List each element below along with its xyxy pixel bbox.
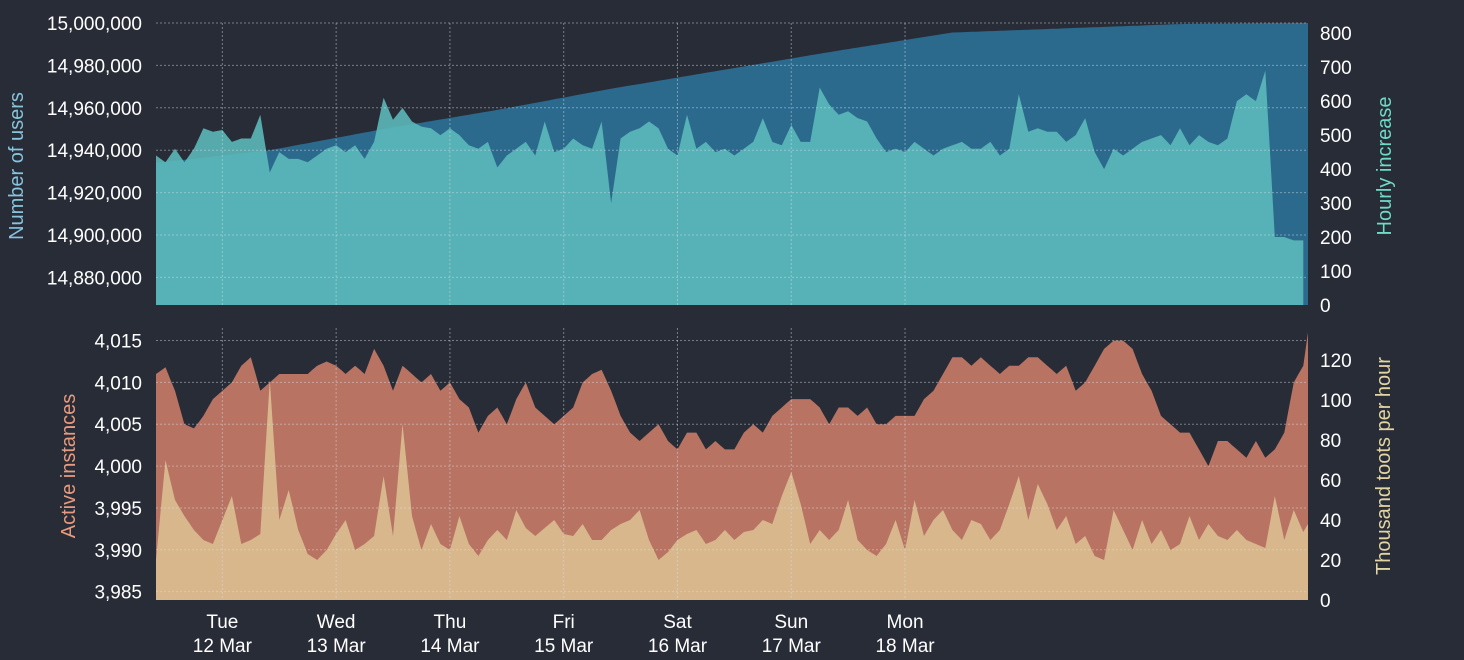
instances-tick-label: 4,005: [94, 415, 142, 436]
x-tick-date: 18 Mar: [875, 636, 935, 657]
toots-tick-label: 0: [1320, 591, 1331, 612]
x-tick-day: Fri: [553, 612, 575, 633]
bottom-panel: 3,985 3,990 3,995 4,000 4,005 4,010 4,015 0 20 4…: [58, 328, 1395, 612]
x-tick-date: 16 Mar: [648, 636, 708, 657]
date-axis-ticks: Tue 12 Mar Wed 13 Mar Thu 14 Mar Fri 15 Mar Sat 1…: [193, 612, 935, 657]
hourly-tick-label: 700: [1320, 58, 1352, 79]
x-tick-day: Sun: [774, 612, 808, 633]
instances-tick-label: 3,990: [94, 541, 142, 562]
toots-tick-label: 20: [1320, 551, 1341, 572]
users-tick-label: 14,900,000: [47, 226, 142, 247]
top-gridlines: [156, 22, 1308, 305]
users-axis-ticks: 14,880,000 14,900,000 14,920,000 14,940,000…: [47, 14, 142, 289]
instances-tick-label: 4,000: [94, 457, 142, 478]
instances-axis-ticks: 3,985 3,990 3,995 4,000 4,005 4,010 4,015: [94, 332, 142, 604]
toots-tick-label: 100: [1320, 391, 1352, 412]
instances-tick-label: 3,985: [94, 583, 142, 604]
x-tick-date: 17 Mar: [762, 636, 822, 657]
hourly-tick-label: 600: [1320, 92, 1352, 113]
users-tick-label: 14,880,000: [47, 268, 142, 289]
toots-tick-label: 40: [1320, 511, 1341, 532]
toots-axis-ticks: 0 20 40 60 80 100 120: [1320, 351, 1352, 612]
instances-tick-label: 3,995: [94, 499, 142, 520]
instances-axis-title: Active instances: [58, 394, 80, 539]
hourly-tick-label: 400: [1320, 160, 1352, 181]
toots-tick-label: 80: [1320, 431, 1341, 452]
x-tick-date: 13 Mar: [307, 636, 367, 657]
x-tick-date: 15 Mar: [534, 636, 594, 657]
hourly-tick-label: 800: [1320, 24, 1352, 45]
users-tick-label: 15,000,000: [47, 14, 142, 35]
toots-axis-title: Thousand toots per hour: [1373, 357, 1395, 575]
hourly-tick-label: 0: [1320, 296, 1331, 317]
users-tick-label: 14,980,000: [47, 56, 142, 77]
hourly-axis-ticks: 0 100 200 300 400 500 600 700 800: [1320, 24, 1352, 317]
users-tick-label: 14,940,000: [47, 141, 142, 162]
hourly-tick-label: 300: [1320, 194, 1352, 215]
x-tick-day: Tue: [206, 612, 238, 633]
toots-per-hour-area: [156, 380, 1308, 600]
hourly-axis-title: Hourly increase: [1374, 97, 1396, 236]
x-tick-date: 14 Mar: [420, 636, 480, 657]
x-tick-day: Sat: [663, 612, 692, 633]
toots-tick-label: 120: [1320, 351, 1352, 372]
x-tick-day: Thu: [434, 612, 467, 633]
x-tick-date: 12 Mar: [193, 636, 253, 657]
hourly-increase-area: [156, 70, 1304, 305]
hourly-tick-label: 100: [1320, 262, 1352, 283]
users-axis-title: Number of users: [6, 92, 28, 240]
x-tick-day: Wed: [317, 612, 356, 633]
instances-tick-label: 4,010: [94, 373, 142, 394]
users-tick-label: 14,920,000: [47, 184, 142, 205]
top-panel: 14,880,000 14,900,000 14,920,000 14,940,000…: [6, 14, 1396, 317]
x-tick-day: Mon: [887, 612, 924, 633]
toots-tick-label: 60: [1320, 471, 1341, 492]
instances-tick-label: 4,015: [94, 332, 142, 353]
hourly-tick-label: 200: [1320, 228, 1352, 249]
hourly-tick-label: 500: [1320, 126, 1352, 147]
bottom-gridlines: [156, 328, 1308, 600]
users-tick-label: 14,960,000: [47, 99, 142, 120]
